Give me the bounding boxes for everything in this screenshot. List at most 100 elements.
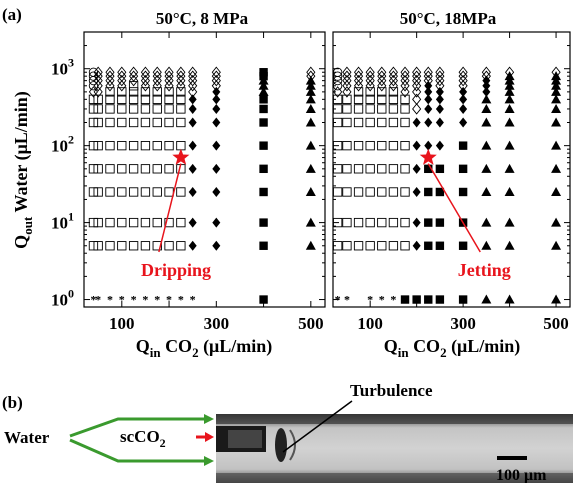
data-point <box>412 86 422 98</box>
data-point <box>435 103 444 114</box>
data-point <box>212 163 221 174</box>
data-point <box>481 163 492 173</box>
data-point <box>423 74 433 87</box>
data-point <box>459 94 468 105</box>
water-arrow-upper <box>69 417 206 438</box>
data-point <box>140 66 151 78</box>
data-point <box>188 86 198 98</box>
data-point <box>176 104 186 114</box>
data-point <box>105 117 115 128</box>
chart-8mpa-ticks <box>84 31 325 307</box>
data-point <box>400 104 410 114</box>
data-point <box>164 94 174 104</box>
data-point <box>551 186 562 196</box>
data-point <box>551 66 561 78</box>
data-point <box>176 141 186 151</box>
data-point <box>504 103 515 113</box>
data-point <box>188 217 197 228</box>
data-point <box>388 217 399 228</box>
data-point <box>93 187 103 197</box>
data-point <box>551 117 562 127</box>
data-point <box>128 94 139 104</box>
data-point <box>412 66 422 78</box>
data-point <box>353 66 364 78</box>
data-point <box>152 164 162 174</box>
data-point <box>152 87 162 97</box>
data-point <box>353 217 364 228</box>
data-point <box>412 140 421 151</box>
data-point <box>377 104 387 114</box>
data-point <box>333 86 343 98</box>
data-point <box>305 186 316 196</box>
data-point <box>259 95 268 104</box>
chart-8mpa-marks: ** * * * * * * * * <box>88 66 316 307</box>
data-point <box>342 217 352 228</box>
data-point <box>305 163 316 173</box>
y-axis-label-sub: out <box>20 216 35 235</box>
data-point <box>128 217 139 228</box>
data-point <box>365 187 375 197</box>
data-point <box>305 94 316 104</box>
data-point <box>105 94 115 104</box>
data-point <box>377 80 387 92</box>
scco2-label: scCO2 <box>120 427 166 450</box>
data-point <box>93 104 103 114</box>
data-point <box>342 104 352 114</box>
data-point <box>423 66 433 78</box>
data-point <box>388 187 399 197</box>
data-point <box>212 103 221 114</box>
data-point <box>342 241 352 251</box>
data-point <box>117 141 127 151</box>
data-point <box>212 240 221 251</box>
data-point <box>365 94 375 104</box>
data-point <box>188 94 197 105</box>
data-point <box>481 294 492 304</box>
data-point <box>88 241 99 251</box>
panel-b-label: (b) <box>2 393 23 412</box>
data-point <box>164 87 174 97</box>
data-point <box>353 241 364 251</box>
data-point <box>435 66 445 78</box>
data-point <box>211 66 221 78</box>
data-point <box>505 66 515 78</box>
data-point <box>140 241 151 251</box>
data-point <box>424 164 433 174</box>
data-point <box>105 104 115 114</box>
data-point <box>259 187 268 197</box>
data-point <box>105 87 115 97</box>
data-point <box>342 86 352 98</box>
data-point <box>128 187 139 197</box>
data-point <box>152 94 162 104</box>
y-tick-label: 103 <box>51 56 74 79</box>
data-point <box>412 163 421 174</box>
data-point <box>365 74 375 87</box>
data-point <box>377 241 387 251</box>
data-point <box>400 295 410 304</box>
data-point <box>388 104 399 114</box>
y-axis-label-q: Q <box>11 235 31 249</box>
annotation-pointer <box>427 163 481 253</box>
data-point <box>188 80 198 92</box>
data-point <box>258 86 269 96</box>
data-point <box>388 87 399 97</box>
data-point <box>212 86 221 97</box>
data-point <box>105 80 115 92</box>
data-point <box>377 217 387 228</box>
data-point <box>117 104 127 114</box>
data-point <box>435 86 444 97</box>
data-point <box>482 86 491 97</box>
chart-18mpa-title: 50°C, 18MPa <box>400 9 497 28</box>
data-point: * <box>190 293 196 307</box>
data-point <box>176 66 186 78</box>
jetting-annotation: Jetting <box>419 148 511 280</box>
annotation-star <box>172 148 190 165</box>
data-point <box>188 66 198 78</box>
data-point <box>152 141 162 151</box>
data-point <box>377 164 387 174</box>
data-point: * <box>367 293 373 307</box>
data-point <box>332 187 343 197</box>
data-point <box>388 241 399 251</box>
data-point <box>188 186 197 197</box>
data-point <box>93 86 103 98</box>
